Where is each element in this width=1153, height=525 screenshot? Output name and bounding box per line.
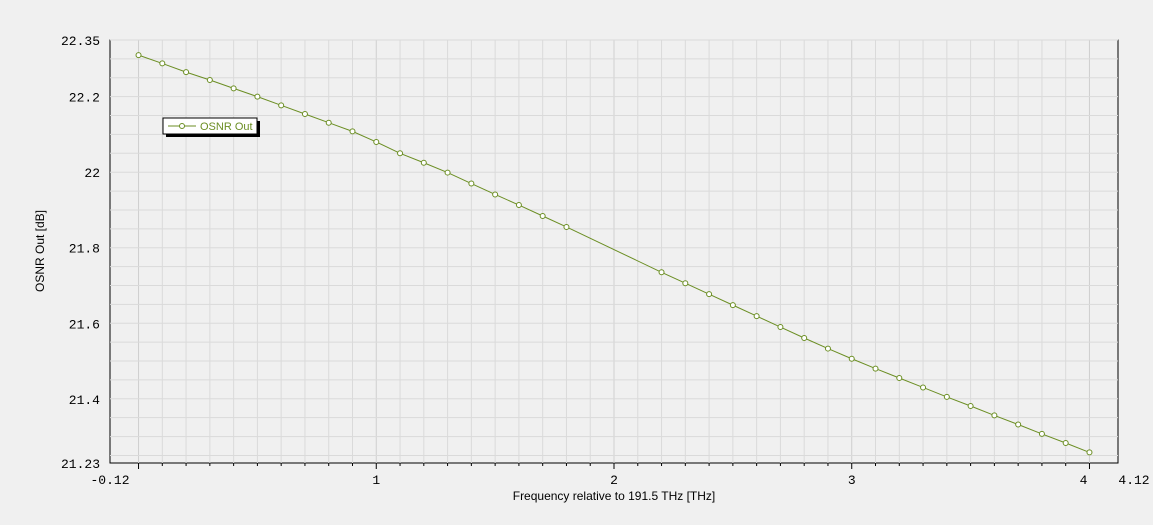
data-point [563,223,570,230]
data-point [420,159,427,166]
x-axis-ticks: -0.12 1 2 3 4 4.12 [90,473,1149,488]
grid-lines [110,39,1118,469]
data-point [230,85,237,92]
data-point [658,269,665,276]
data-point [1062,439,1069,446]
y-axis-title: OSNR Out [dB] [33,210,47,292]
data-point [967,402,974,409]
data-point [254,93,261,100]
data-point [1038,430,1045,437]
x-tick-label: -0.12 [90,473,129,488]
legend-box [162,117,258,135]
y-tick-label: 21.4 [69,393,100,408]
data-point [278,102,285,109]
y-tick-label: 21.8 [69,242,100,257]
data-point [444,169,451,176]
legend: OSNR Out [162,117,260,137]
data-point [706,291,713,298]
series-line-osnr-out [138,54,1090,453]
x-tick-label: 3 [848,473,856,488]
data-point [135,52,142,59]
y-tick-label: 22 [84,166,100,181]
data-point [1086,449,1093,456]
data-point [896,375,903,382]
x-axis-title: Frequency relative to 191.5 THz [THz] [513,489,716,503]
x-tick-label: 1 [372,473,380,488]
data-point [349,128,356,135]
x-tick-label: 4.12 [1118,473,1149,488]
data-point [1015,421,1022,428]
data-point [943,393,950,400]
data-point [777,324,784,331]
y-tick-label: 22.2 [69,91,100,106]
series-layer [135,52,1093,456]
y-tick-label: 21.6 [69,317,100,332]
data-point [991,412,998,419]
x-tick-label: 2 [610,473,618,488]
data-point [468,180,475,187]
y-axis-ticks: 21.23 21.4 21.6 21.8 22 22.2 22.35 [61,34,100,472]
data-point [515,202,522,209]
data-point [325,119,332,126]
data-point [206,77,213,84]
data-point [920,384,927,391]
legend-label: OSNR Out [200,121,253,133]
data-point [801,334,808,341]
data-point [753,313,760,320]
data-point [159,60,166,67]
y-tick-label: 22.35 [61,34,100,49]
legend-marker-swatch [179,123,185,129]
data-point [492,191,499,198]
x-tick-label: 4 [1080,473,1088,488]
data-point [539,212,546,219]
data-point [824,345,831,352]
data-point [397,150,404,157]
data-point [729,302,736,309]
data-point [682,280,689,287]
data-point [301,111,308,118]
data-point [848,355,855,362]
data-point [373,138,380,145]
y-tick-label: 21.23 [61,457,100,472]
data-point [872,365,879,372]
data-point [183,69,190,76]
